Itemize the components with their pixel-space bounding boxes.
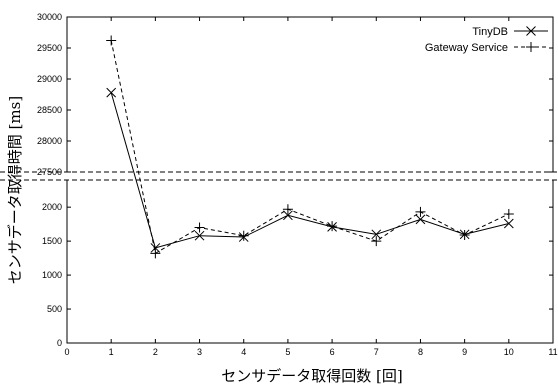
x-tick-label: 2 — [153, 347, 158, 357]
data-point — [238, 230, 249, 241]
x-tick-label: 1 — [109, 347, 114, 357]
series-0 — [106, 87, 514, 253]
data-point — [459, 230, 470, 241]
data-point — [106, 87, 117, 98]
x-tick-label: 8 — [418, 347, 423, 357]
tick-labels: 0 1 2 3 4 5 6 7 8 9 10 11 0 500 1000 1500 2000 27500 28000… — [37, 12, 558, 357]
y-axis-title: センサデータ取得時間 [ms] — [6, 96, 24, 284]
y-tick-label: 29500 — [37, 43, 62, 53]
y-tick-label: 1000 — [42, 270, 62, 280]
data-point — [150, 243, 161, 253]
legend-label: TinyDB — [472, 26, 508, 38]
x-tick-label: 7 — [374, 347, 379, 357]
x-tick-label: 4 — [241, 347, 246, 357]
data-point — [283, 210, 293, 221]
x-tick-label: 6 — [330, 347, 335, 357]
y-tick-label: 28500 — [37, 105, 62, 115]
series-line — [110, 92, 509, 249]
x-tick-label: 10 — [504, 347, 514, 357]
y-tick-label: 1500 — [42, 236, 62, 246]
y-tick-label: 2000 — [42, 202, 62, 212]
data-point — [282, 204, 293, 215]
data-point — [415, 214, 426, 225]
data-point — [150, 248, 161, 259]
y-tick-label: 29000 — [37, 74, 62, 84]
data-point — [371, 229, 382, 240]
y-tick-label: 0 — [57, 338, 62, 348]
x-tick-label: 5 — [285, 347, 290, 357]
x-tick-label: 0 — [64, 347, 69, 357]
data-point — [371, 236, 382, 247]
x-tick-label: 3 — [197, 347, 202, 357]
data-point — [194, 222, 205, 233]
y-tick-label: 28000 — [37, 136, 62, 146]
y-tick-label: 30000 — [37, 12, 62, 22]
series-layer — [106, 35, 514, 259]
x-axis-title: センサデータ取得回数 [回] — [221, 367, 402, 385]
plot-frame — [66, 16, 554, 344]
legend-marker — [526, 42, 536, 52]
x-tick-label: 9 — [462, 347, 467, 357]
series-1 — [106, 35, 514, 259]
series-line — [110, 40, 510, 255]
y-tick-label: 500 — [47, 304, 62, 314]
y-tick-label: 27500 — [37, 167, 62, 177]
x-tick-label: 11 — [548, 347, 557, 357]
legend: TinyDB Gateway Service — [425, 26, 548, 54]
data-point — [327, 221, 338, 232]
data-point — [194, 230, 205, 241]
data-point — [503, 218, 514, 229]
legend-label: Gateway Service — [425, 42, 508, 54]
data-point — [106, 35, 117, 46]
axes — [0, 16, 558, 344]
legend-marker — [526, 26, 536, 36]
data-point — [415, 206, 426, 217]
data-point — [503, 208, 514, 219]
